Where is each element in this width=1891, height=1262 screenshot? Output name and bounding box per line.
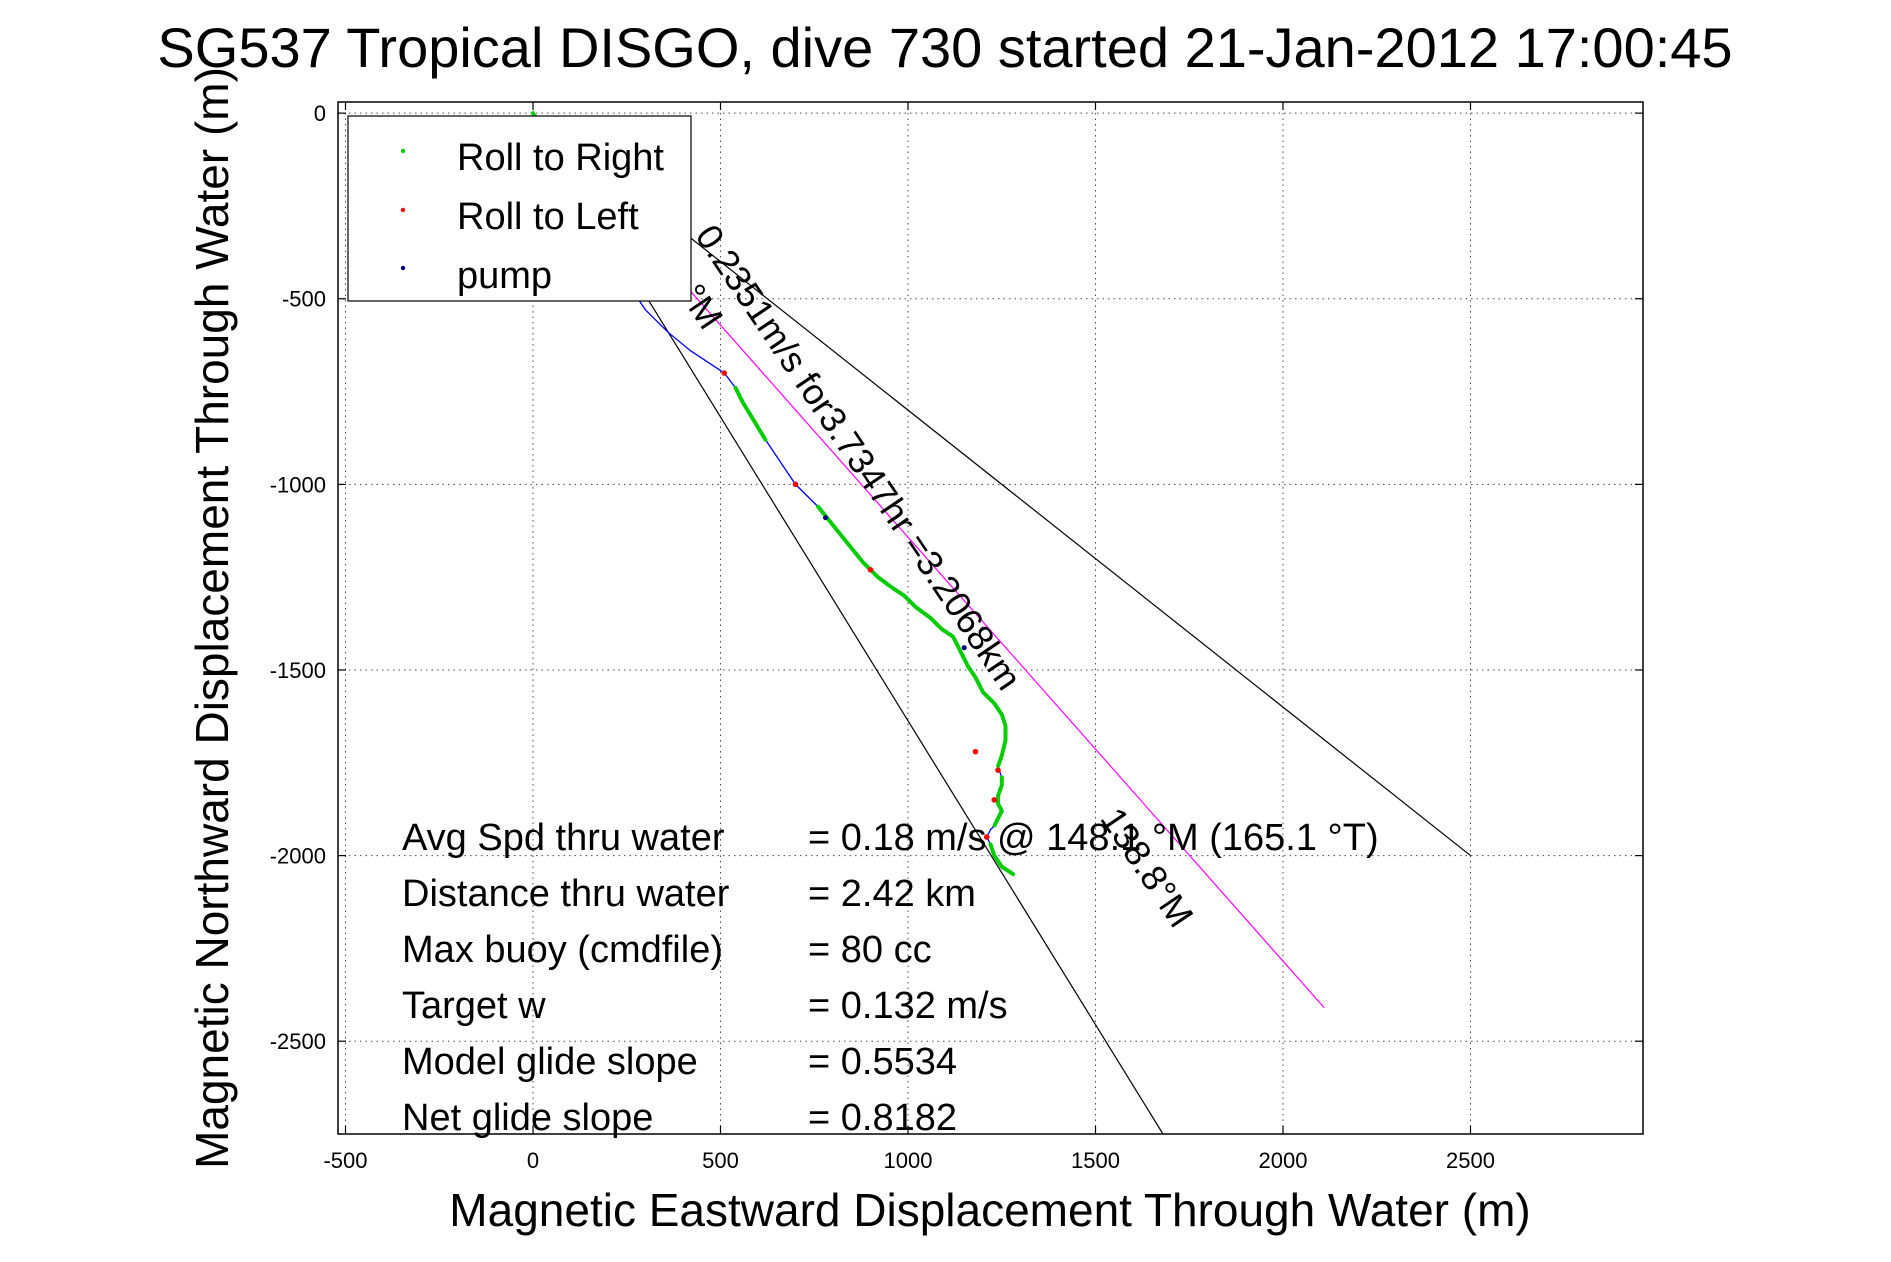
chart-title: SG537 Tropical DISGO, dive 730 started 2… (157, 16, 1732, 79)
y-tick-label: -500 (282, 287, 326, 312)
x-tick-label: 500 (702, 1148, 739, 1173)
roll-right-segment (816, 504, 1008, 769)
stat-value: = 0.5534 (808, 1041, 957, 1083)
roll-left-point (995, 767, 1001, 774)
x-tick-label: 2000 (1259, 1148, 1308, 1173)
x-tick-label: 0 (527, 1148, 539, 1173)
legend-marker-roll-left (400, 207, 406, 213)
stat-label: Avg Spd thru water (402, 817, 725, 859)
legend-label-roll-left: Roll to Left (457, 196, 639, 238)
pump-point (823, 515, 828, 521)
y-tick-label: 0 (314, 101, 326, 126)
roll-left-point (991, 797, 998, 803)
roll-left-point (972, 748, 979, 755)
legend-label-pump: pump (457, 255, 552, 297)
legend: Roll to Right Roll to Left pump (347, 115, 692, 302)
legend-marker-roll-right (400, 148, 406, 154)
y-tick-label: -2000 (270, 844, 326, 869)
roll-right-segment (988, 842, 1015, 877)
y-tick-label: -2500 (270, 1029, 326, 1054)
stat-value: = 0.18 m/s @ 148.1 °M (165.1 °T) (808, 817, 1379, 859)
stat-label: Net glide slope (402, 1097, 653, 1139)
legend-box (347, 115, 692, 302)
pump-point (961, 645, 967, 651)
y-axis-label: Magnetic Northward Displacement Through … (186, 67, 238, 1169)
roll-right-segment (733, 385, 768, 442)
roll-left-point (792, 481, 799, 488)
x-tick-label: 1000 (884, 1148, 933, 1173)
glider-track (531, 111, 1015, 877)
stat-label: Distance thru water (402, 873, 730, 915)
x-axis-label: Magnetic Eastward Displacement Through W… (449, 1184, 1530, 1236)
roll-left-point (721, 370, 728, 376)
y-tick-label: -1500 (270, 658, 326, 683)
roll-left-point (867, 566, 874, 573)
x-tick-label: 2500 (1446, 1148, 1495, 1173)
stat-label: Model glide slope (402, 1041, 698, 1083)
stat-value: = 0.132 m/s (808, 985, 1008, 1027)
legend-marker-pump (400, 265, 406, 271)
roll-left-point (983, 834, 990, 840)
stat-value: = 80 cc (808, 929, 932, 971)
stat-label: Target w (402, 985, 546, 1027)
legend-label-roll-right: Roll to Right (457, 137, 664, 179)
axis-ticks: -500 0 500 1000 1500 2000 2500 0 -500 -1000 -1500 -… (270, 101, 1643, 1173)
stat-value: = 0.8182 (808, 1097, 957, 1139)
roll-right-segment (992, 775, 1005, 828)
stats-block: Avg Spd thru water = 0.18 m/s @ 148.1 °M … (402, 817, 1379, 1139)
x-tick-label: 1500 (1071, 1148, 1120, 1173)
stat-value: = 2.42 km (808, 873, 976, 915)
x-tick-label: -500 (323, 1148, 367, 1173)
y-tick-label: -1000 (270, 472, 326, 497)
stat-label: Max buoy (cmdfile) (402, 929, 723, 971)
